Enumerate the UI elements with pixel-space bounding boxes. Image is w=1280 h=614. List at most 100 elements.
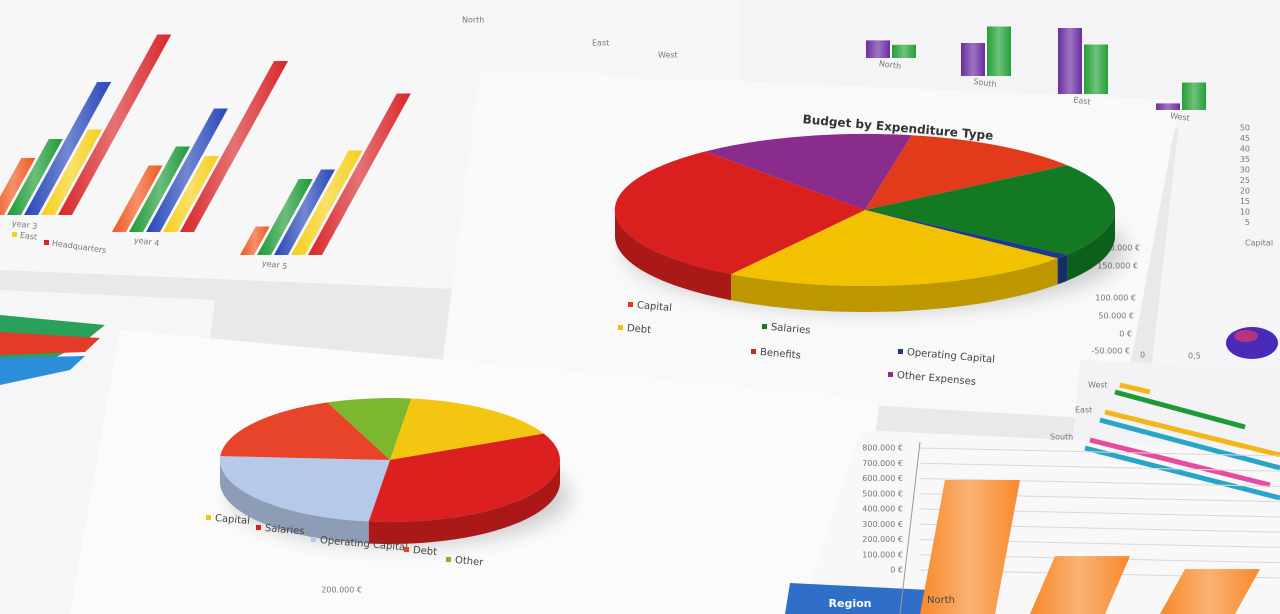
pie-side <box>1067 210 1115 281</box>
legend-swatch <box>618 325 623 330</box>
axis-label: East <box>1075 406 1092 415</box>
bar-shine <box>41 129 103 215</box>
grid-line <box>919 462 1280 472</box>
axis-label: West <box>1088 381 1108 390</box>
grid-line <box>919 478 1280 487</box>
pie-side-shade <box>220 460 369 544</box>
grid-line <box>919 447 1280 457</box>
x-tick-label: East <box>1073 95 1091 106</box>
axis-title: Region <box>829 597 872 610</box>
axis-label: 0,5 <box>1188 352 1201 361</box>
axis-label: 200.000 € <box>321 586 362 595</box>
bar-shine <box>0 158 36 215</box>
hbar <box>1104 409 1280 458</box>
tick-label: 20 <box>1240 187 1250 196</box>
x-tick-label: North <box>927 595 955 606</box>
bar-shine <box>7 139 63 215</box>
bar-shine <box>1030 556 1130 614</box>
bar-shine <box>257 179 313 255</box>
bar-shine <box>961 43 985 76</box>
bar-shine <box>291 150 363 255</box>
pie-slice <box>327 398 412 460</box>
hbar <box>1084 445 1280 501</box>
pie-side <box>1057 254 1068 285</box>
bar-shine <box>1058 28 1082 94</box>
bar-shine <box>240 226 270 255</box>
pie-side-shade <box>1057 254 1068 285</box>
fragment-chart <box>0 356 85 385</box>
legend-swatch <box>404 547 409 552</box>
y-tick-label: 100.000 € <box>862 550 903 559</box>
pie-side <box>368 460 560 544</box>
fragment-chart <box>0 332 100 355</box>
pie-slice <box>865 210 1068 259</box>
axis-line <box>899 441 921 614</box>
legend-swatch <box>751 349 756 354</box>
bar-shine <box>129 146 191 232</box>
pie-side-shade <box>1067 210 1115 281</box>
axis-label: North <box>462 16 484 25</box>
bar-shine <box>1084 44 1108 94</box>
legend-label: Capital <box>214 513 250 527</box>
hbar <box>1114 389 1246 430</box>
tick-label: 25 <box>1240 176 1250 185</box>
pie-slice <box>368 433 560 522</box>
x-tick-label: West <box>1170 111 1191 123</box>
pie-slice <box>220 402 390 460</box>
tick-label: 45 <box>1240 134 1250 143</box>
bar-shine <box>920 480 1020 614</box>
legend-label: Salaries <box>264 523 304 537</box>
y-tick-label: 800.000 € <box>862 444 903 453</box>
x-tick-label: year 3 <box>11 219 37 231</box>
bar-shine <box>987 26 1011 76</box>
axis-label: South <box>1050 433 1073 442</box>
y-tick-label: 600.000 € <box>862 474 903 483</box>
bar-shine <box>1160 569 1260 614</box>
tick-label: 150.000 € <box>1097 262 1138 271</box>
tick-label: 35 <box>1240 155 1250 164</box>
legend-label: Other <box>454 555 484 569</box>
bar-shine <box>112 165 163 232</box>
legend-label: Benefits <box>759 347 801 362</box>
legend-label: Capital <box>636 300 672 314</box>
pie-side-shade <box>731 258 1058 313</box>
pie-slice <box>705 133 912 210</box>
y-tick-label: 300.000 € <box>862 520 903 529</box>
legend-swatch <box>762 324 767 329</box>
pie-slice <box>614 151 865 275</box>
legend-swatch <box>44 240 49 245</box>
y-tick-label: 0 € <box>890 566 903 575</box>
pie-slice <box>865 135 1068 210</box>
pie-side <box>220 460 369 544</box>
x-tick-label: South <box>973 77 997 89</box>
hbar <box>1119 382 1151 395</box>
x-tick-label: year 5 <box>261 259 287 271</box>
bubble-highlight <box>1234 330 1258 342</box>
tick-label: 50 <box>1240 124 1250 133</box>
tick-label: -50.000 € <box>1091 347 1130 356</box>
legend-swatch <box>898 349 903 354</box>
legend-swatch <box>206 515 211 520</box>
bar-shine <box>892 44 916 58</box>
axis-title-bar <box>785 583 930 614</box>
pie-side-shade <box>368 460 560 544</box>
tick-label: 100.000 € <box>1095 294 1136 303</box>
pie-slice <box>731 210 1058 287</box>
x-tick-label: year 4 <box>133 236 159 248</box>
legend-label: Debt <box>412 545 437 558</box>
legend-swatch <box>12 232 17 237</box>
y-tick-label: 400.000 € <box>862 505 903 514</box>
bar-shine <box>163 156 219 232</box>
axis-label: East <box>592 39 609 48</box>
pie-slice <box>219 456 390 522</box>
x-tick-label: North <box>878 59 901 71</box>
tick-label: 15 <box>1240 197 1250 206</box>
bar-shine <box>58 34 172 215</box>
legend-label: Salaries <box>770 322 810 336</box>
bar-shine <box>308 93 411 255</box>
axis-label: 0 <box>1140 351 1145 360</box>
pie-side <box>614 210 731 301</box>
tick-label: 10 <box>1240 208 1250 217</box>
bar-shine <box>274 169 336 255</box>
